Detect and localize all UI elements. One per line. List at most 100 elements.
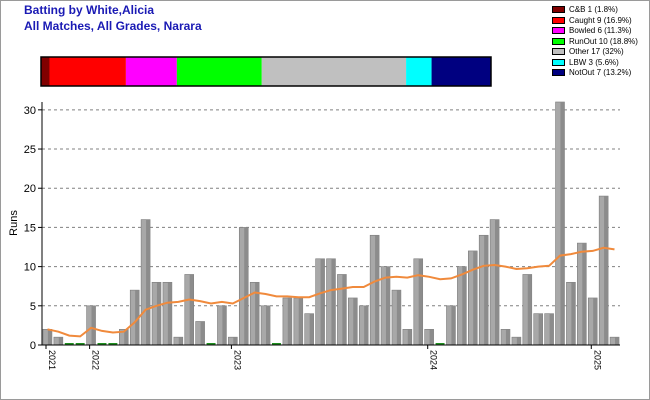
bar-runs-shade	[462, 266, 467, 345]
bar-runs-shade	[385, 266, 390, 345]
legend-label: Caught 9 (16.9%)	[569, 15, 632, 25]
bar-runs-shade	[549, 313, 554, 345]
bar-runs-shade	[320, 258, 325, 345]
legend-swatch	[552, 37, 565, 45]
bar-zero-run	[272, 343, 281, 345]
bar-runs-shade	[495, 219, 500, 345]
legend-label: Other 17 (32%)	[569, 47, 624, 56]
bar-runs-shade	[527, 274, 532, 345]
legend-label: NotOut 7 (13.2%)	[569, 68, 632, 77]
bar-runs-shade	[516, 337, 521, 345]
bar-runs-shade	[353, 297, 358, 345]
legend-swatch	[552, 58, 565, 66]
bar-zero-run	[206, 343, 216, 345]
bar-zero-run	[64, 343, 74, 345]
y-tick-label: 15	[24, 222, 36, 234]
y-tick-label: 30	[24, 105, 36, 117]
bar-runs-shade	[604, 196, 609, 345]
y-axis-label: Runs	[8, 210, 20, 236]
x-tick-label: 2024	[429, 350, 439, 370]
x-tick-label: 2025	[592, 350, 602, 370]
legend-item-bowled: Bowled 6 (11.3%)	[552, 26, 648, 37]
bar-runs-shade	[538, 313, 543, 345]
bar-runs-shade	[418, 258, 423, 345]
chart-title-line-2: All Matches, All Grades, Narara	[24, 19, 202, 33]
legend-item-lbw: LBW 3 (5.6%)	[552, 58, 648, 69]
legend-swatch	[552, 48, 565, 55]
bar-runs-shade	[58, 337, 63, 345]
bar-runs-shade	[582, 243, 587, 345]
legend-item-caught: Caught 9 (16.9%)	[552, 16, 648, 27]
dismissal-segment	[261, 57, 407, 86]
bar-runs-shade	[484, 235, 489, 345]
bar-runs-shade	[200, 321, 205, 345]
y-tick-label: 0	[30, 340, 36, 352]
legend-swatch	[552, 16, 565, 24]
bar-zero-run	[97, 343, 107, 345]
bar-runs-shade	[167, 282, 172, 345]
bar-runs-shade	[124, 329, 129, 345]
legend-label: C&B 1 (1.8%)	[569, 5, 618, 14]
legend-label: LBW 3 (5.6%)	[569, 57, 619, 67]
x-tick-label: 2021	[47, 350, 57, 370]
bar-runs-shade	[135, 290, 140, 345]
legend-swatch	[552, 27, 565, 34]
bar-runs-shade	[505, 329, 510, 345]
bar-runs-shade	[560, 102, 565, 345]
bar-runs-shade	[396, 290, 401, 345]
legend-item-other: Other 17 (32%)	[552, 47, 648, 58]
bar-runs-shade	[342, 274, 347, 345]
bar-runs-shade	[156, 282, 161, 345]
y-tick-label: 5	[30, 301, 36, 313]
bar-runs-shade	[593, 297, 598, 345]
legend-item-cb: C&B 1 (1.8%)	[552, 5, 648, 16]
legend-swatch	[552, 69, 565, 76]
bar-runs-shade	[364, 305, 369, 345]
dismissal-segment	[41, 57, 50, 86]
legend-label: RunOut 10 (18.8%)	[569, 36, 638, 46]
bar-runs-shade	[287, 297, 292, 345]
x-tick-label: 2022	[91, 350, 101, 370]
bar-runs-shade	[189, 274, 194, 345]
dismissal-legend: C&B 1 (1.8%) Caught 9 (16.9%) Bowled 6 (…	[552, 5, 648, 79]
bar-zero-run	[435, 343, 445, 345]
bar-runs-shade	[91, 305, 96, 345]
legend-item-notout: NotOut 7 (13.2%)	[552, 68, 648, 79]
dismissal-segment	[176, 57, 262, 86]
bar-runs-shade	[298, 297, 303, 345]
bar-runs-shade	[451, 305, 456, 345]
bar-zero-run	[108, 343, 118, 345]
chart-title-line-1: Batting by White,Alicia	[24, 3, 155, 17]
bar-runs-shade	[407, 329, 412, 345]
bar-runs-shade	[47, 329, 52, 345]
bar-runs-shade	[244, 227, 249, 345]
bar-runs-shade	[473, 250, 478, 345]
bar-runs-shade	[571, 282, 576, 345]
legend-swatch	[552, 6, 565, 13]
dismissal-strip-border	[40, 56, 492, 87]
bar-runs-shade	[614, 337, 620, 345]
y-tick-label: 10	[24, 262, 36, 274]
bar-zero-run	[75, 343, 85, 345]
bar-runs-shade	[222, 305, 227, 345]
dismissal-segment	[49, 57, 126, 86]
legend-item-runout: RunOut 10 (18.8%)	[552, 37, 648, 48]
dismissal-segment	[406, 57, 432, 86]
dismissal-segment	[125, 57, 177, 86]
bar-runs-shade	[375, 235, 380, 345]
bar-runs-shade	[429, 329, 434, 345]
dismissal-segment	[431, 57, 491, 86]
bar-runs-shade	[146, 219, 151, 345]
bar-runs-shade	[266, 305, 271, 345]
y-tick-label: 25	[24, 144, 36, 156]
bar-runs-shade	[331, 258, 336, 345]
bar-runs-shade	[233, 337, 238, 345]
x-tick-label: 2023	[232, 350, 242, 370]
bar-runs-shade	[178, 337, 183, 345]
y-tick-label: 20	[24, 183, 36, 195]
legend-label: Bowled 6 (11.3%)	[569, 26, 632, 35]
moving-average-line	[47, 246, 615, 338]
bar-runs-shade	[309, 313, 314, 345]
bar-runs-shade	[255, 282, 260, 345]
